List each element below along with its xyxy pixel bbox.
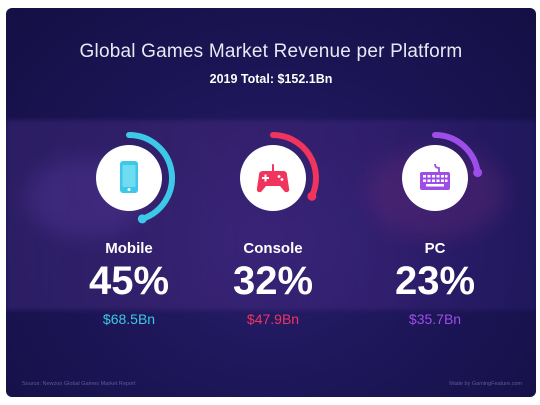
pc-gauge: [402, 132, 483, 211]
mobile-arc-endpoint: [137, 214, 147, 224]
platform-mobile: Mobile 45% $68.5Bn: [54, 128, 204, 327]
pc-share: 23%: [394, 259, 476, 303]
mobile-share: 45%: [88, 259, 170, 303]
mobile-label: Mobile: [105, 240, 153, 257]
mobile-gauge: [96, 132, 175, 224]
smartphone-icon: [120, 161, 138, 193]
console-arc-endpoint: [307, 191, 317, 201]
mobile-revenue: $68.5Bn: [102, 311, 156, 327]
platform-pc: PC 23% $35.7Bn: [360, 128, 510, 327]
console-share: 32%: [232, 259, 314, 303]
console-label: Console: [243, 240, 303, 257]
infographic-card: Global Games Market Revenue per Platform…: [6, 8, 536, 397]
attribution-note: Made by GamingFeature.com: [449, 381, 522, 387]
console-gauge: [240, 132, 319, 211]
pc-arc-endpoint: [473, 168, 483, 178]
chart-title: Global Games Market Revenue per Platform: [79, 41, 463, 62]
console-revenue: $47.9Bn: [246, 311, 300, 327]
source-note: Source: Newzoo Global Games Market Repor…: [22, 381, 136, 387]
platform-console: Console 32% $47.9Bn: [198, 128, 348, 327]
console-progress-arc: [270, 132, 319, 200]
gamepad-icon: [256, 164, 290, 193]
pc-label: PC: [424, 240, 446, 257]
pc-revenue: $35.7Bn: [408, 311, 462, 327]
keyboard-icon: [420, 163, 450, 190]
pc-progress-arc: [432, 132, 481, 176]
chart-subtitle: 2019 Total: $152.1Bn: [209, 72, 333, 86]
mobile-progress-arc: [126, 132, 175, 222]
